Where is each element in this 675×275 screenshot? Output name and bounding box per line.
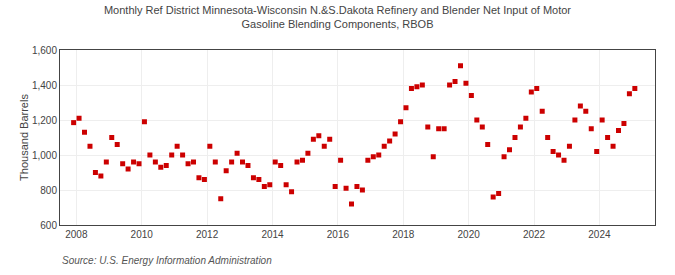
svg-text:600: 600 — [40, 220, 57, 231]
svg-text:Thousand Barrels: Thousand Barrels — [18, 94, 30, 181]
svg-text:800: 800 — [40, 185, 57, 196]
svg-text:2024: 2024 — [588, 229, 611, 240]
svg-text:2018: 2018 — [392, 229, 415, 240]
svg-text:2008: 2008 — [65, 229, 88, 240]
svg-text:1,600: 1,600 — [32, 45, 57, 56]
svg-text:Source: U.S. Energy Informatio: Source: U.S. Energy Information Administ… — [62, 255, 272, 266]
svg-text:Monthly Ref District Minnesota: Monthly Ref District Minnesota-Wisconsin… — [104, 4, 571, 30]
svg-text:2022: 2022 — [523, 229, 546, 240]
svg-text:2012: 2012 — [196, 229, 219, 240]
svg-text:2020: 2020 — [458, 229, 481, 240]
svg-text:2014: 2014 — [261, 229, 284, 240]
svg-text:1,000: 1,000 — [32, 150, 57, 161]
svg-text:1,200: 1,200 — [32, 115, 57, 126]
svg-text:2016: 2016 — [327, 229, 350, 240]
svg-text:1,400: 1,400 — [32, 80, 57, 91]
svg-text:2010: 2010 — [131, 229, 154, 240]
